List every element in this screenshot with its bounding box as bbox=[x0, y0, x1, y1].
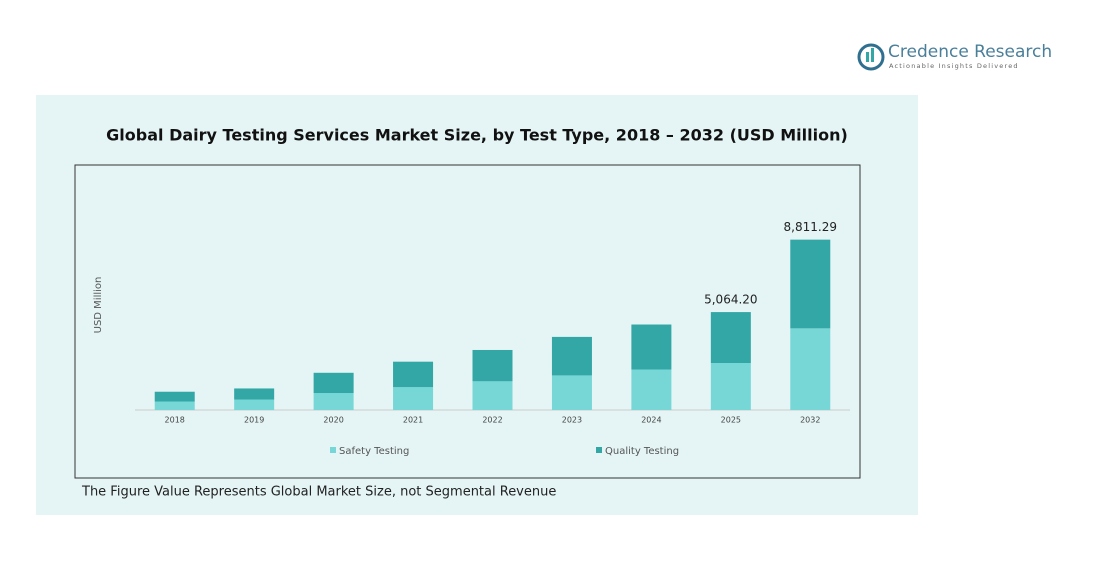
bar-segment bbox=[234, 388, 275, 400]
bar-segment bbox=[472, 349, 513, 382]
panel bbox=[36, 95, 918, 515]
legend-swatch bbox=[596, 447, 602, 453]
y-axis-label: USD Million bbox=[93, 277, 104, 334]
bar-segment bbox=[154, 401, 195, 410]
bar-segment bbox=[313, 393, 354, 410]
footnote: The Figure Value Represents Global Marke… bbox=[81, 485, 556, 500]
legend-label: Safety Testing bbox=[339, 446, 409, 457]
bar-segment bbox=[790, 239, 831, 329]
bar-segment bbox=[710, 363, 751, 410]
bar-segment bbox=[551, 375, 592, 410]
x-tick-label: 2022 bbox=[482, 416, 502, 425]
bar-segment bbox=[393, 361, 434, 388]
logo-icon bbox=[857, 43, 885, 71]
legend-label: Quality Testing bbox=[605, 446, 679, 457]
bar-segment bbox=[234, 399, 275, 410]
chart-title: Global Dairy Testing Services Market Siz… bbox=[106, 126, 848, 145]
x-tick-label: 2021 bbox=[403, 416, 423, 425]
brand-name: Credence Research bbox=[888, 42, 1052, 62]
bar-segment bbox=[154, 391, 195, 402]
x-tick-label: 2019 bbox=[244, 416, 264, 425]
logo-icon bbox=[866, 52, 869, 62]
bar-segment bbox=[551, 336, 592, 376]
x-tick-label: 2023 bbox=[562, 416, 582, 425]
x-tick-label: 2020 bbox=[323, 416, 343, 425]
logo: Credence Research Actionable Insights De… bbox=[857, 42, 1052, 71]
bar-segment bbox=[631, 369, 672, 410]
total-label: 8,811.29 bbox=[784, 220, 837, 234]
bar-segment bbox=[472, 381, 513, 410]
x-tick-label: 2024 bbox=[641, 416, 661, 425]
bar-segment bbox=[710, 312, 751, 364]
x-tick-label: 2025 bbox=[721, 416, 741, 425]
bar-segment bbox=[631, 324, 672, 370]
plot-frame bbox=[74, 164, 861, 479]
x-tick-label: 2032 bbox=[800, 416, 820, 425]
legend-swatch bbox=[330, 447, 336, 453]
bar-segment bbox=[393, 387, 434, 410]
x-tick-label: 2018 bbox=[165, 416, 185, 425]
brand-tagline: Actionable Insights Delivered bbox=[889, 62, 1019, 70]
bar-segment bbox=[790, 328, 831, 410]
bar-segment bbox=[313, 372, 354, 394]
logo-icon bbox=[871, 48, 874, 62]
total-label: 5,064.20 bbox=[704, 293, 757, 307]
